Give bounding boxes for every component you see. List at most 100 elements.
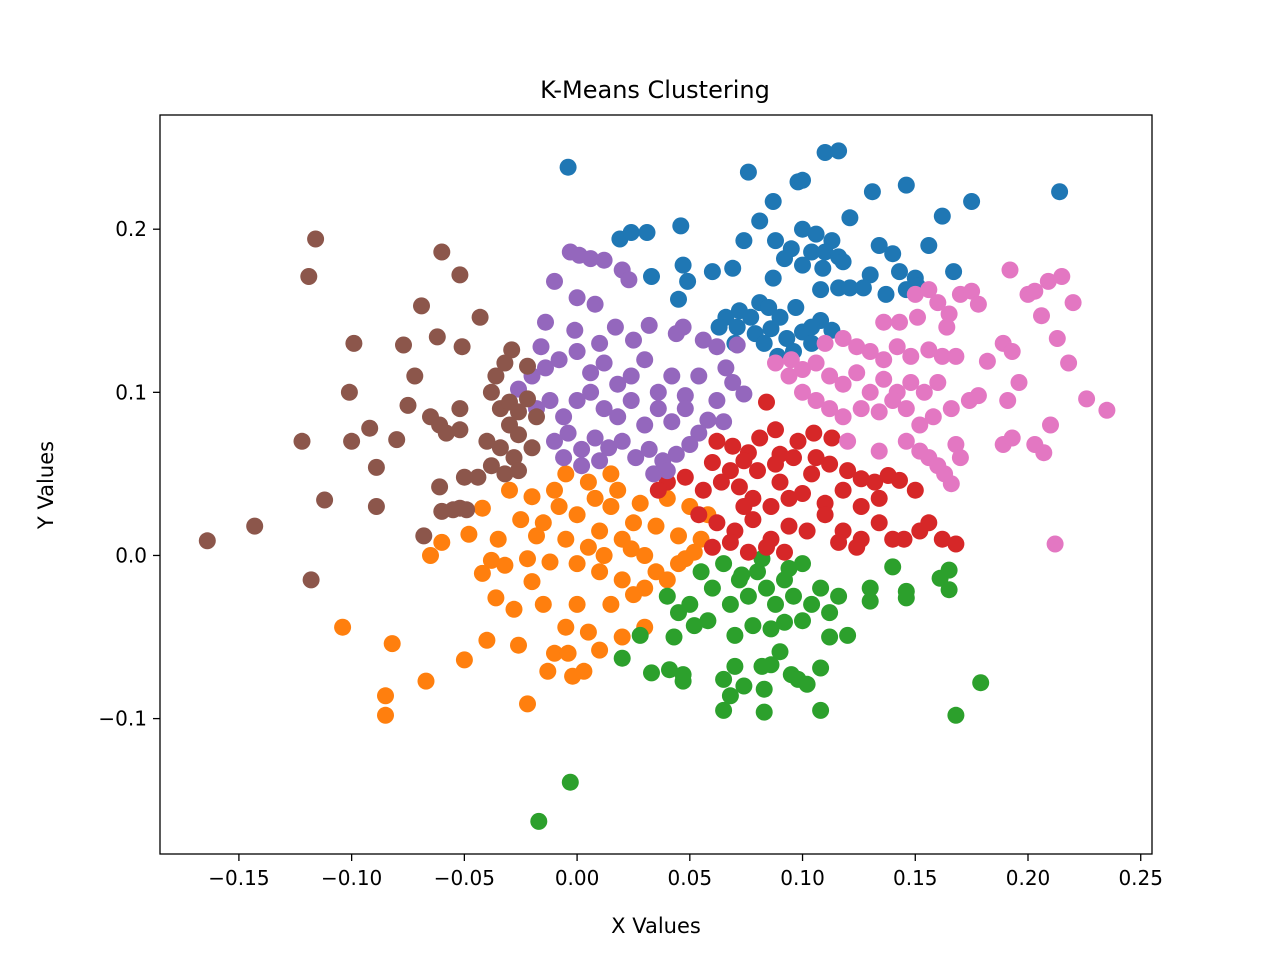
cluster-6-point-9 bbox=[1078, 390, 1096, 408]
cluster-2-point-12 bbox=[721, 687, 739, 705]
cluster-3-point-27 bbox=[712, 473, 730, 491]
cluster-2-point-27 bbox=[726, 626, 744, 644]
cluster-4-point-63 bbox=[591, 452, 609, 470]
cluster-5-point-52 bbox=[455, 468, 473, 486]
cluster-0-point-19 bbox=[767, 232, 784, 250]
cluster-3-point-62 bbox=[735, 498, 753, 515]
cluster-5-point-35 bbox=[487, 367, 505, 385]
cluster-1-point-15 bbox=[473, 564, 491, 582]
cluster-0-point-27 bbox=[776, 250, 793, 268]
cluster-2-point-23 bbox=[812, 659, 830, 677]
cluster-0-point-44 bbox=[812, 281, 830, 299]
cluster-0-point-1 bbox=[739, 163, 757, 181]
cluster-6-point-61 bbox=[834, 408, 852, 426]
cluster-5-point-34 bbox=[198, 532, 216, 550]
cluster-4-point-59 bbox=[667, 445, 685, 463]
cluster-2-point-42 bbox=[703, 579, 721, 597]
cluster-5-point-2 bbox=[433, 243, 451, 261]
cluster-0-point-30 bbox=[834, 253, 852, 271]
cluster-3-point-3 bbox=[724, 437, 742, 455]
cluster-0-point-28 bbox=[794, 256, 811, 274]
cluster-2-point-37 bbox=[897, 589, 915, 607]
cluster-2-point-61 bbox=[762, 620, 780, 638]
cluster-6-point-62 bbox=[852, 400, 870, 418]
cluster-3-point-9 bbox=[823, 429, 841, 447]
cluster-6-point-19 bbox=[1042, 416, 1059, 434]
cluster-6-point-50 bbox=[861, 383, 879, 401]
cluster-1-point-20 bbox=[510, 636, 527, 654]
cluster-5-point-53 bbox=[478, 432, 496, 450]
y-tick-label: 0.2 bbox=[115, 217, 147, 241]
cluster-2-point-6 bbox=[665, 628, 683, 646]
cluster-1-point-51 bbox=[501, 481, 518, 499]
cluster-1-point-25 bbox=[559, 644, 577, 662]
cluster-5-point-48 bbox=[482, 457, 500, 475]
cluster-4-point-62 bbox=[573, 457, 591, 475]
cluster-6-point-21 bbox=[1003, 429, 1021, 447]
cluster-3-point-57 bbox=[758, 538, 775, 556]
cluster-6-point-72 bbox=[897, 432, 915, 450]
cluster-4-point-2 bbox=[582, 250, 600, 268]
cluster-1-point-12 bbox=[460, 525, 478, 543]
cluster-0-point-71 bbox=[803, 334, 821, 352]
cluster-0-point-72 bbox=[803, 318, 821, 336]
cluster-2-point-18 bbox=[762, 656, 780, 674]
cluster-1-point-58 bbox=[602, 465, 620, 483]
cluster-3-point-31 bbox=[780, 489, 798, 507]
cluster-6-point-11 bbox=[1010, 374, 1028, 391]
x-tick-label: −0.15 bbox=[208, 866, 269, 890]
cluster-5-point-24 bbox=[431, 478, 449, 496]
cluster-3-point-26 bbox=[694, 481, 712, 499]
cluster-5-point-50 bbox=[510, 462, 527, 480]
x-tick-label: 0.15 bbox=[893, 866, 938, 890]
cluster-3-point-14 bbox=[767, 455, 784, 473]
cluster-6-point-31 bbox=[891, 313, 908, 331]
cluster-1-point-50 bbox=[512, 511, 530, 529]
cluster-4-point-15 bbox=[667, 325, 685, 343]
cluster-6-point-7 bbox=[1048, 330, 1066, 347]
cluster-6-point-0 bbox=[1001, 261, 1019, 279]
cluster-2-point-40 bbox=[940, 581, 958, 599]
cluster-2-point-43 bbox=[715, 555, 733, 573]
cluster-3-point-11 bbox=[721, 462, 739, 480]
cluster-3-point-2 bbox=[708, 432, 726, 450]
cluster-1-point-61 bbox=[591, 563, 609, 581]
cluster-1-point-11 bbox=[433, 533, 451, 551]
cluster-4-point-36 bbox=[690, 367, 708, 385]
cluster-4-point-57 bbox=[640, 440, 658, 458]
cluster-3-point-30 bbox=[762, 498, 780, 515]
cluster-1-point-9 bbox=[564, 667, 582, 685]
cluster-1-point-16 bbox=[478, 631, 496, 649]
cluster-1-point-7 bbox=[539, 662, 557, 680]
cluster-4-point-50 bbox=[546, 432, 563, 450]
cluster-1-point-40 bbox=[568, 506, 586, 524]
cluster-2-point-2 bbox=[613, 649, 631, 667]
cluster-4-point-43 bbox=[609, 408, 627, 426]
cluster-1-point-5 bbox=[455, 651, 473, 669]
cluster-3-point-54 bbox=[703, 538, 721, 556]
cluster-5-point-7 bbox=[345, 334, 363, 352]
cluster-0-point-38 bbox=[764, 269, 782, 287]
cluster-1-point-21 bbox=[523, 573, 541, 591]
cluster-1-point-65 bbox=[519, 550, 536, 568]
cluster-6-point-66 bbox=[911, 416, 929, 434]
cluster-6-point-44 bbox=[782, 351, 800, 369]
cluster-3-point-55 bbox=[721, 533, 739, 551]
cluster-2-point-14 bbox=[735, 677, 753, 695]
cluster-5-point-11 bbox=[503, 341, 521, 359]
cluster-4-point-65 bbox=[658, 462, 676, 480]
cluster-4-point-67 bbox=[715, 413, 733, 431]
cluster-6-point-34 bbox=[816, 334, 834, 352]
cluster-3-point-51 bbox=[920, 514, 938, 532]
cluster-5-point-44 bbox=[510, 426, 527, 444]
cluster-3-point-8 bbox=[805, 424, 823, 442]
cluster-0-point-21 bbox=[807, 225, 825, 243]
cluster-4-point-64 bbox=[645, 465, 663, 483]
cluster-0-point-25 bbox=[816, 243, 834, 261]
cluster-4-point-26 bbox=[550, 351, 568, 369]
cluster-6-point-47 bbox=[821, 367, 839, 385]
cluster-3-point-22 bbox=[891, 471, 908, 489]
cluster-2-point-41 bbox=[692, 563, 710, 581]
cluster-0-point-60 bbox=[728, 318, 746, 336]
